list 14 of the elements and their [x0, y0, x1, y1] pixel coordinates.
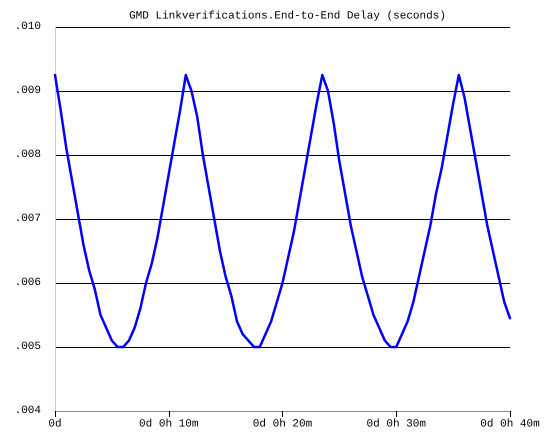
x-tick-label: 0d 0h 40m: [480, 418, 540, 430]
x-tick-label: 0d 0h 10m: [139, 418, 199, 430]
y-tick-label: .006: [14, 277, 41, 289]
y-tick-label: .008: [14, 149, 41, 161]
y-tick-label: .007: [14, 213, 41, 225]
y-tick-label: .004: [14, 405, 42, 417]
x-tick-label: 0d 0h 20m: [252, 418, 313, 430]
y-tick-label: .005: [14, 341, 41, 353]
x-tick-label: 0d 0h 30m: [366, 418, 426, 430]
y-tick-label: .010: [14, 21, 41, 33]
line-series: [54, 74, 512, 348]
y-tick-label: .009: [14, 85, 41, 97]
chart-title: GMD Linkverifications.End-to-End Delay (seconds): [129, 10, 446, 22]
x-tick-label: 0d: [48, 418, 62, 430]
